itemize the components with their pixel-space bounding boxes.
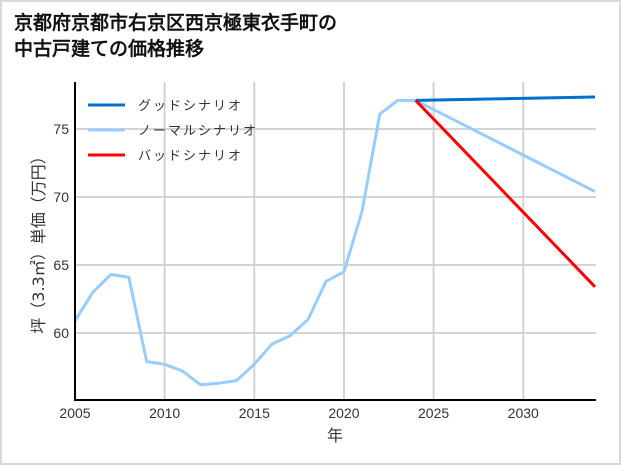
series-line-1 (73, 98, 596, 387)
x-tick-label: 2005 (59, 405, 90, 421)
x-tick-label: 2030 (508, 405, 539, 421)
legend-label: バッドシナリオ (138, 149, 243, 164)
x-tick-label: 2020 (328, 405, 359, 421)
y-tick-labels: 60 65 70 75 (53, 121, 69, 341)
legend-label: グッドシナリオ (138, 99, 243, 114)
x-axis-label: 年 (327, 426, 343, 445)
chart-title-line-2: 中古戸建ての価格推移 (14, 38, 205, 60)
x-tick-label: 2015 (239, 405, 270, 421)
series-line-0 (415, 95, 596, 102)
y-tick-label: 60 (53, 325, 69, 341)
legend-label: ノーマルシナリオ (138, 124, 258, 139)
x-tick-labels: 2005 2010 2015 2020 2025 2030 (59, 405, 539, 421)
x-tick-label: 2010 (149, 405, 180, 421)
series-lines (73, 95, 597, 387)
series-line-2 (414, 99, 597, 288)
y-tick-label: 75 (53, 121, 69, 137)
y-tick-label: 65 (53, 257, 69, 273)
chart-title: 京都府京都市右京区西京極東衣手町の 中古戸建ての価格推移 (14, 10, 337, 62)
y-axis-label: 坪（3.3㎡）単価（万円） (29, 148, 48, 333)
y-tick-label: 70 (53, 189, 69, 205)
chart-title-line-1: 京都府京都市右京区西京極東衣手町の (14, 12, 338, 34)
axes (74, 82, 596, 401)
x-tick-label: 2025 (418, 405, 449, 421)
grid-lines (75, 82, 596, 400)
